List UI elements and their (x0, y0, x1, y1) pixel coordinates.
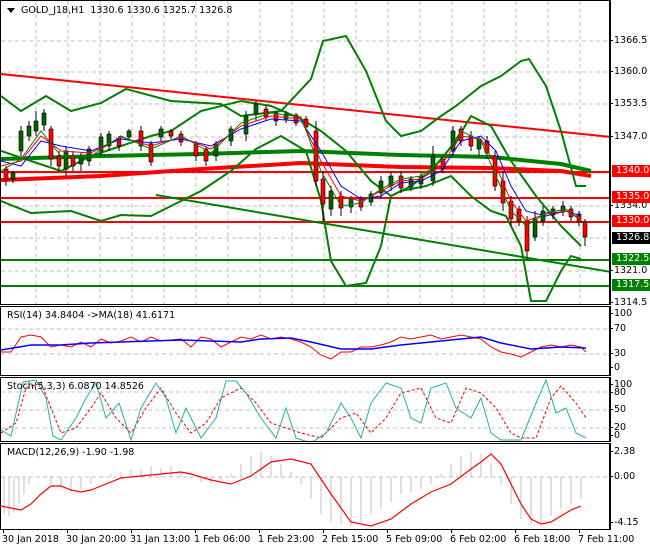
time-label: 1 Feb 06:00 (194, 534, 251, 545)
symbol-header: GOLD_J18,H1 1330.6 1330.6 1325.7 1326.8 (7, 5, 232, 16)
rsi-label: RSI(14) 34.8404 ->MA(18) 41.6171 (7, 310, 176, 321)
stoch-tick: 20 (609, 422, 627, 433)
time-axis: 30 Jan 2018 30 Jan 20:00 31 Jan 13:00 1 … (0, 529, 634, 550)
macd-tick: 0.00 (609, 471, 636, 482)
ohlc-values: 1330.6 1330.6 1325.7 1326.8 (90, 5, 233, 16)
level-tag-1335: 1335.0 (612, 191, 650, 203)
macd-chart (1, 452, 609, 527)
stoch-chart (1, 378, 609, 441)
stoch-tick: 80 (609, 387, 627, 398)
level-tag-1330: 1330.0 (612, 215, 650, 227)
rsi-tick: 70 (609, 323, 627, 334)
macd-tick: -4.15 (610, 517, 639, 528)
price-tick: 1314.5 (609, 297, 648, 308)
price-pane[interactable]: GOLD_J18,H1 1330.6 1330.6 1325.7 1326.8 (0, 0, 610, 305)
time-label: 30 Jan 2018 (2, 534, 59, 545)
candles (3, 101, 588, 259)
rsi-tick: 0 (609, 362, 621, 373)
stoch-label: Stoch(5,3,3) 6.0870 14.8526 (7, 381, 144, 392)
stoch-tick: 100 (609, 379, 633, 390)
rsi-tick: 100 (609, 308, 633, 319)
time-label: 6 Feb 02:00 (450, 534, 507, 545)
price-tick: 1334.0 (609, 200, 648, 211)
time-label: 7 Feb 11:00 (578, 534, 635, 545)
macd-pane[interactable]: MACD(12,26,9) -1.90 -1.98 (0, 443, 610, 530)
time-label: 5 Feb 09:00 (386, 534, 443, 545)
stoch-tick: 0 (609, 430, 621, 441)
rsi-chart (1, 328, 609, 360)
macd-axis: 2.38 0.00 -4.15 (609, 443, 650, 530)
stoch-pane[interactable]: Stoch(5,3,3) 6.0870 14.8526 (0, 377, 610, 442)
symbol-name: GOLD_J18,H1 (21, 5, 85, 16)
level-tag-1322-5: 1322.5 (612, 253, 650, 265)
price-tick: 1321.0 (609, 265, 648, 276)
price-chart (1, 1, 609, 304)
price-axis: 1366.5 1360.0 1353.5 1347.0 1334.0 1321.… (609, 0, 650, 308)
price-tick: 1360.0 (609, 66, 648, 77)
stoch-tick: 50 (609, 404, 627, 415)
time-label: 31 Jan 13:00 (130, 534, 191, 545)
rsi-pane[interactable]: RSI(14) 34.8404 ->MA(18) 41.6171 (0, 306, 610, 376)
stoch-axis: 100 80 50 20 0 (609, 377, 650, 442)
dropdown-arrow-icon[interactable] (7, 8, 15, 13)
level-tag-1317-5: 1317.5 (612, 279, 650, 291)
macd-tick: 2.38 (609, 446, 636, 457)
time-label: 1 Feb 23:00 (258, 534, 315, 545)
price-tick: 1353.5 (609, 98, 648, 109)
time-label: 30 Jan 20:00 (66, 534, 127, 545)
rsi-axis: 100 70 30 0 (609, 306, 650, 376)
price-tick: 1347.0 (609, 131, 648, 142)
time-label: 2 Feb 15:00 (322, 534, 379, 545)
time-label: 6 Feb 18:00 (514, 534, 571, 545)
macd-label: MACD(12,26,9) -1.90 -1.98 (7, 447, 135, 458)
current-price-tag: 1326.8 (612, 232, 650, 244)
rsi-tick: 30 (609, 348, 627, 359)
level-tag-1340: 1340.0 (612, 165, 650, 177)
price-tick: 1366.5 (609, 35, 648, 46)
